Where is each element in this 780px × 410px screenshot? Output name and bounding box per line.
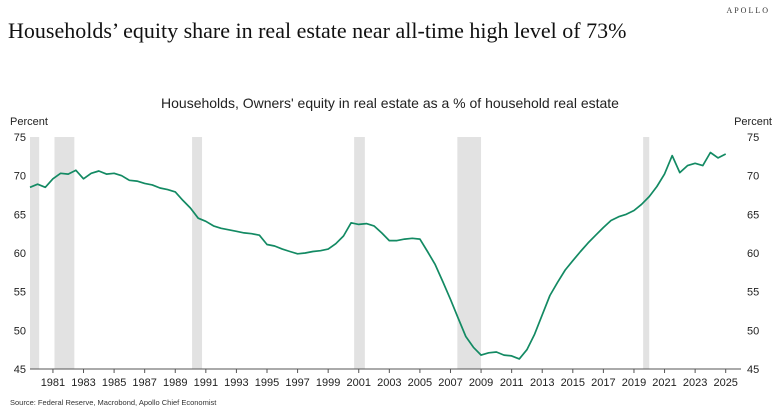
y-tick-right-65: 65 — [747, 209, 759, 221]
x-tick-label-2001: 2001 — [346, 377, 370, 389]
y-tick-right-70: 70 — [747, 171, 759, 183]
recession-bands — [30, 137, 650, 369]
x-tick-label-1985: 1985 — [102, 377, 126, 389]
x-axis-ticks: 1981 1983 1985 1987 1989 1991 1993 1995 1997 1999… — [41, 369, 738, 389]
recession-band-6 — [643, 137, 650, 369]
x-tick-label-1991: 1991 — [194, 377, 218, 389]
recession-band-5 — [457, 137, 482, 369]
y-tick-left-45: 45 — [14, 364, 26, 376]
y-tick-right-60: 60 — [747, 248, 759, 260]
x-tick-label-2015: 2015 — [561, 377, 585, 389]
left-y-axis-ticks: 45 50 55 60 65 70 75 — [14, 132, 26, 376]
right-axis-label: Percent — [734, 116, 772, 128]
chart-title: Households, Owners' equity in real estat… — [161, 95, 619, 111]
x-tick-label-2021: 2021 — [652, 377, 676, 389]
y-tick-right-55: 55 — [747, 287, 759, 299]
recession-band-3 — [192, 137, 203, 369]
y-tick-right-75: 75 — [747, 132, 759, 144]
series-line-1 — [29, 151, 727, 360]
y-tick-right-50: 50 — [747, 325, 759, 337]
x-tick-label-1997: 1997 — [285, 377, 309, 389]
x-tick-label-1983: 1983 — [71, 377, 95, 389]
x-tick-label-2005: 2005 — [408, 377, 432, 389]
x-tick-label-2007: 2007 — [438, 377, 462, 389]
y-tick-left-75: 75 — [14, 132, 26, 144]
source-note: Source: Federal Reserve, Macrobond, Apol… — [10, 398, 217, 407]
recession-band-1 — [30, 137, 40, 369]
x-tick-label-1995: 1995 — [255, 377, 279, 389]
y-tick-left-70: 70 — [14, 171, 26, 183]
brand-logo: APOLLO — [726, 6, 770, 15]
y-tick-left-50: 50 — [14, 325, 26, 337]
x-tick-label-2019: 2019 — [622, 377, 646, 389]
x-tick-label-1989: 1989 — [163, 377, 187, 389]
y-tick-right-45: 45 — [747, 364, 759, 376]
x-tick-label-1981: 1981 — [41, 377, 65, 389]
recession-band-4 — [354, 137, 365, 369]
x-tick-label-2011: 2011 — [500, 377, 524, 389]
x-tick-label-2003: 2003 — [377, 377, 401, 389]
x-tick-label-1987: 1987 — [132, 377, 156, 389]
x-tick-label-2025: 2025 — [713, 377, 737, 389]
left-axis-label: Percent — [10, 116, 48, 128]
y-tick-left-55: 55 — [14, 287, 26, 299]
x-tick-label-2009: 2009 — [469, 377, 493, 389]
recession-band-2 — [54, 137, 75, 369]
x-tick-label-2013: 2013 — [530, 377, 554, 389]
x-tick-label-2017: 2017 — [591, 377, 615, 389]
headline: Households’ equity share in real estate … — [8, 18, 627, 43]
right-y-axis-ticks: 45 50 55 60 65 70 75 — [747, 132, 759, 376]
y-tick-left-60: 60 — [14, 248, 26, 260]
series-lines — [29, 151, 727, 360]
x-tick-label-1999: 1999 — [316, 377, 340, 389]
x-tick-label-2023: 2023 — [683, 377, 707, 389]
x-tick-label-1993: 1993 — [224, 377, 248, 389]
y-tick-left-65: 65 — [14, 209, 26, 221]
